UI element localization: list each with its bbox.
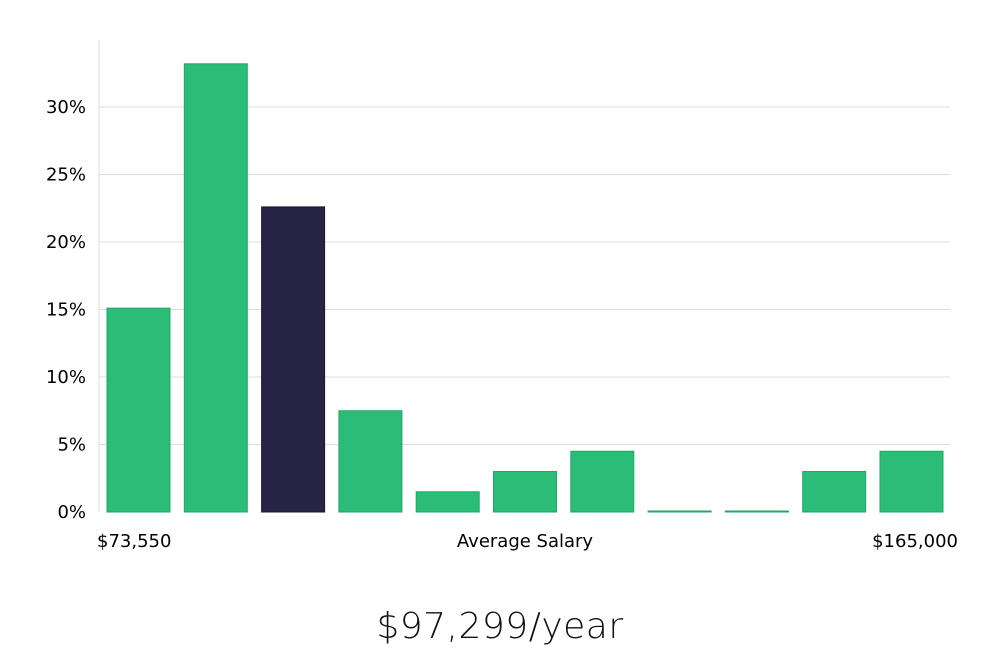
x-min-label: $73,550 [97, 531, 171, 552]
x-axis-title: Average Salary [457, 531, 594, 552]
bar [338, 410, 403, 513]
y-tick-label: 0% [57, 502, 86, 523]
bar [647, 510, 712, 513]
y-tick-label: 30% [46, 97, 86, 118]
y-tick-labels: 0% 5% 10% 15% 20% 25% 30% [46, 97, 86, 523]
bar [570, 450, 635, 513]
bar-highlighted [261, 206, 326, 513]
y-tick-label: 20% [46, 232, 86, 253]
bar [724, 510, 789, 513]
bar [493, 471, 557, 513]
salary-histogram: 0% 5% 10% 15% 20% 25% 30% $73,550 Average Sala… [46, 40, 958, 552]
y-tick-label: 10% [46, 367, 86, 388]
y-tick-label: 15% [46, 300, 86, 321]
bar [879, 450, 944, 513]
bars [106, 63, 944, 513]
x-max-label: $165,000 [872, 531, 958, 552]
average-salary-headline: $97,299/year [376, 606, 624, 647]
bar [106, 307, 171, 513]
y-tick-label: 25% [46, 165, 86, 186]
bar [415, 491, 480, 513]
bar [802, 471, 867, 513]
bar [183, 63, 248, 513]
y-tick-label: 5% [57, 435, 86, 456]
